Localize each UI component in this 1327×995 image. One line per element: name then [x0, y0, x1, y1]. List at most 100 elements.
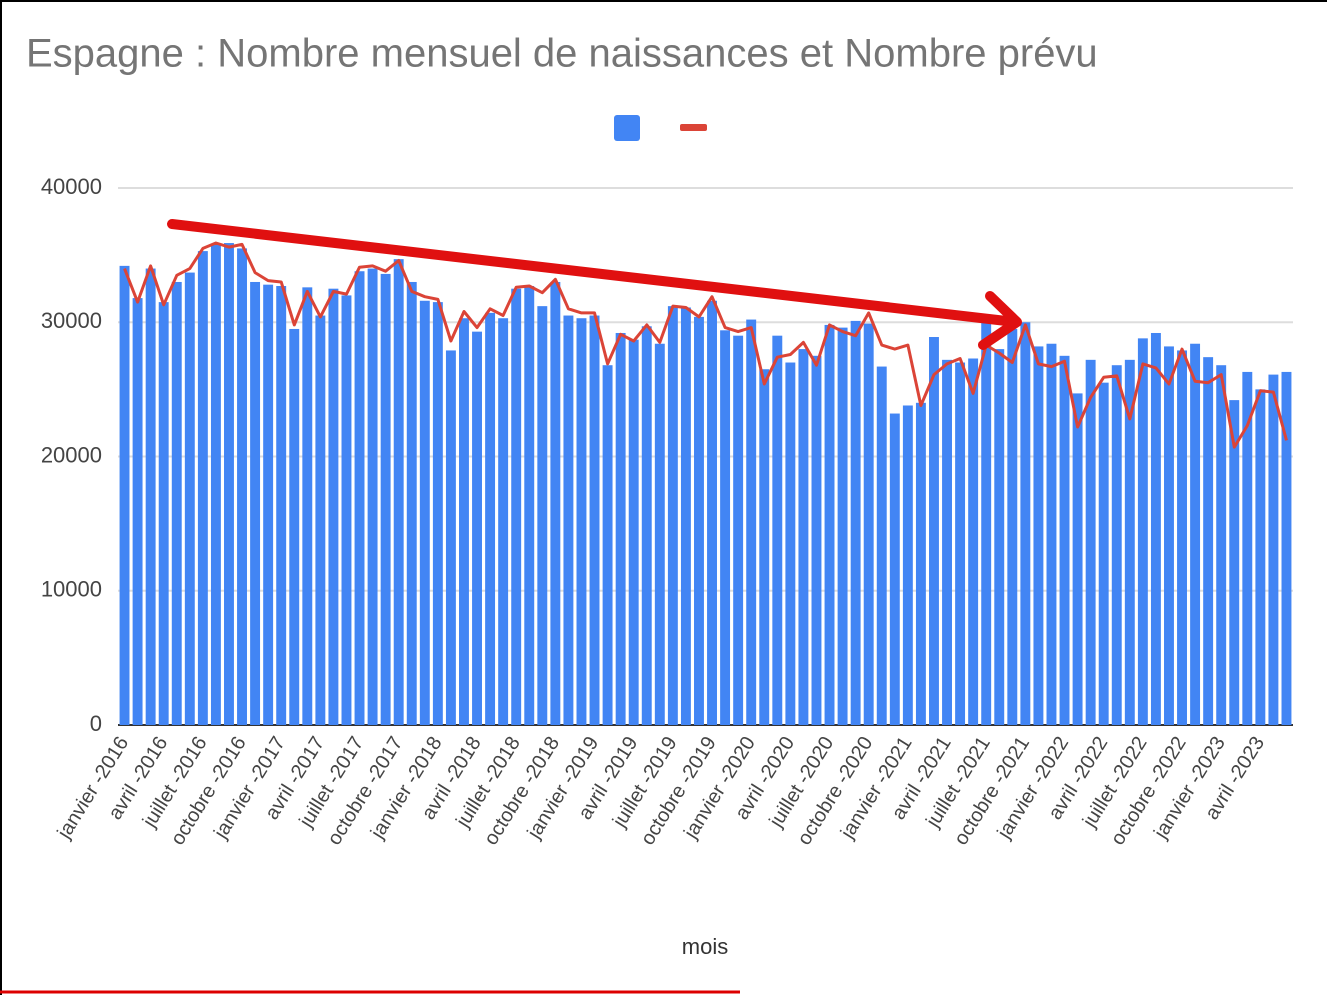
bar: [915, 402, 926, 725]
bar: [785, 362, 796, 725]
x-axis-label: mois: [682, 934, 728, 959]
bar: [707, 300, 717, 725]
bar: [432, 302, 443, 725]
bar: [876, 366, 887, 725]
bar: [641, 326, 652, 725]
y-tick-label: 30000: [41, 308, 102, 333]
bar: [289, 328, 300, 725]
bar: [1085, 359, 1096, 725]
legend-swatch: [614, 115, 640, 141]
bar: [550, 281, 561, 725]
bar: [1072, 393, 1083, 725]
legend-swatch: [680, 124, 707, 131]
bar: [563, 315, 574, 725]
bar: [158, 302, 169, 725]
bar: [733, 335, 744, 725]
bar: [1255, 389, 1266, 725]
bar: [485, 312, 496, 725]
trend-arrow: [167, 219, 1022, 350]
bar: [589, 315, 600, 725]
y-tick-label: 40000: [41, 174, 102, 199]
bar: [811, 355, 822, 725]
bar: [1059, 355, 1070, 725]
bar: [602, 365, 613, 725]
bar: [1216, 365, 1227, 725]
bar: [1229, 400, 1240, 725]
bar: [276, 286, 287, 725]
bar: [419, 300, 430, 725]
bar: [994, 349, 1005, 725]
bar: [393, 259, 404, 725]
bar: [524, 286, 535, 725]
bar: [315, 315, 326, 725]
bar: [1046, 343, 1057, 725]
bar: [119, 265, 130, 725]
bar: [1268, 374, 1279, 725]
bar: [354, 271, 365, 725]
bar: [824, 324, 835, 725]
bar: [746, 319, 757, 725]
bar: [667, 306, 678, 725]
bar: [224, 243, 234, 726]
bar: [942, 359, 952, 725]
y-tick-label: 0: [90, 711, 102, 736]
bar: [1242, 371, 1253, 725]
bar: [263, 284, 274, 725]
bar: [1020, 322, 1031, 725]
bar: [759, 369, 770, 725]
line: [123, 241, 1288, 449]
bar: [498, 318, 509, 725]
bar: [968, 358, 979, 725]
bar: [1164, 346, 1174, 725]
bar: [680, 307, 691, 725]
bar: [171, 281, 182, 725]
bar: [1111, 365, 1122, 725]
bar: [1007, 328, 1018, 725]
bar: [210, 244, 221, 725]
bar: [341, 295, 352, 725]
bar: [1124, 359, 1135, 725]
bar: [1177, 350, 1187, 725]
bar: [1190, 343, 1201, 725]
bar: [237, 248, 247, 725]
bar: [1033, 346, 1044, 725]
bar: [615, 332, 626, 725]
bar: [720, 330, 731, 725]
bar: [445, 350, 456, 725]
bar: [1150, 332, 1161, 725]
bar: [537, 306, 548, 725]
bar: [145, 268, 156, 725]
bar: [694, 316, 704, 725]
bar: [250, 281, 261, 725]
bar: [184, 272, 195, 725]
bar: [132, 298, 143, 725]
bar: [837, 327, 848, 725]
bar: [889, 413, 900, 725]
bar: [197, 251, 208, 725]
bar: [902, 405, 913, 725]
bar: [576, 318, 587, 725]
y-tick-label: 20000: [41, 442, 102, 467]
bar: [772, 335, 783, 725]
bar: [654, 343, 665, 725]
bar: [955, 362, 966, 725]
bar: [511, 288, 522, 725]
bar: [929, 337, 939, 725]
bar: [459, 318, 469, 725]
chart-title: Espagne : Nombre mensuel de naissances e…: [26, 32, 1098, 76]
bar: [1098, 382, 1109, 725]
bar: [328, 288, 339, 725]
bar: [798, 349, 809, 725]
bar: [406, 281, 417, 725]
bar: [981, 322, 992, 725]
y-tick-label: 10000: [41, 577, 102, 602]
bar: [628, 339, 639, 725]
bar: [863, 323, 874, 725]
bar: [472, 331, 482, 725]
bar: [367, 268, 378, 725]
bar: [1137, 338, 1148, 725]
bar: [380, 273, 391, 725]
bar: [302, 287, 313, 725]
bar: [1203, 357, 1214, 725]
